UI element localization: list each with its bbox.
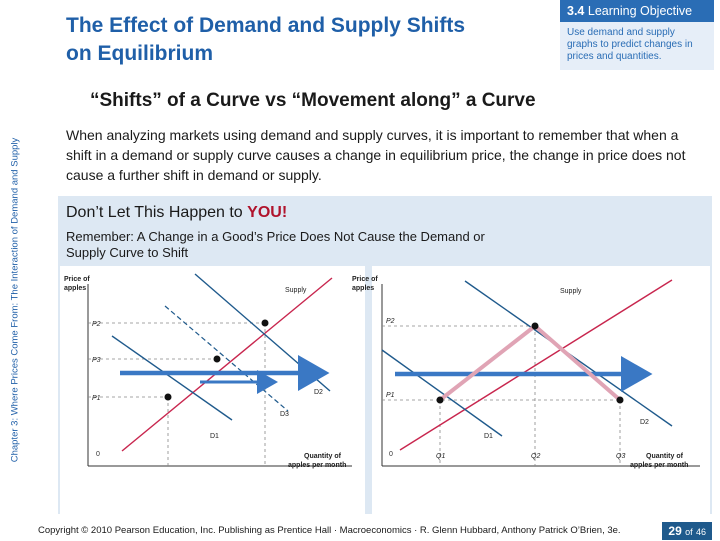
left-supply-curve (121, 277, 333, 452)
chapter-label: Chapter 3: Where Prices Come From: The I… (9, 137, 21, 463)
page-total: 46 (695, 527, 706, 537)
left-point-p1 (164, 393, 172, 401)
left-supply-label: Supply (285, 287, 307, 294)
objective-label: Learning Objective (587, 4, 693, 18)
right-q1-label: Q1 (436, 453, 445, 460)
right-graph-background (372, 266, 710, 514)
remember-text: Remember: A Change in a Good’s Price Doe… (66, 229, 485, 260)
left-p1-label: P1 (92, 395, 101, 402)
page-number-badge: 29 of 46 (662, 522, 712, 540)
left-xlabel-1: Quantity of (304, 453, 342, 460)
objective-number: 3.4 (567, 4, 585, 18)
chapter-sidebar: Chapter 3: Where Prices Come From: The I… (0, 0, 30, 540)
objective-header: 3.4 Learning Objective (560, 0, 714, 22)
right-graph: Price of apples Quantity of apples per m… (352, 266, 710, 514)
right-point-p1-q1 (436, 396, 444, 404)
left-demand-d3 (164, 305, 289, 412)
left-d1-label: D1 (210, 433, 219, 440)
left-ylabel-1: Price of (64, 276, 90, 283)
objective-text: Use demand and supply graphs to predict … (567, 27, 693, 62)
left-demand-d1 (111, 335, 233, 421)
right-ylabel-1: Price of (352, 276, 378, 283)
right-p2-label: P2 (386, 318, 395, 325)
right-q2-label: Q2 (531, 453, 540, 460)
left-graph: Price of apples Quantity of apples per m… (60, 266, 365, 514)
right-p1-label: P1 (386, 392, 395, 399)
right-point-p2 (531, 322, 539, 330)
right-xlabel-2: apples per month (630, 462, 688, 469)
copyright-text: Copyright © 2010 Pearson Education, Inc.… (38, 525, 621, 536)
left-d2-label: D2 (314, 389, 323, 396)
body-paragraph: When analyzing markets using demand and … (66, 127, 686, 183)
left-xlabel-2: apples per month (288, 462, 346, 469)
right-xlabel-1: Quantity of (646, 453, 684, 460)
right-origin: 0 (389, 451, 393, 458)
left-d3-label: D3 (280, 411, 289, 418)
right-supply-curve (399, 279, 673, 451)
slide-footer: Copyright © 2010 Pearson Education, Inc.… (0, 522, 720, 540)
dont-heading: Don’t Let This Happen to YOU! (66, 204, 287, 222)
section-heading: “Shifts” of a Curve vs “Movement along” … (90, 90, 536, 111)
dont-prefix: Don’t Let This Happen to (66, 204, 248, 221)
right-point-p1-q3 (616, 396, 624, 404)
supply-demand-figure: Price of apples Quantity of apples per m… (60, 266, 710, 514)
left-point-p2 (261, 319, 269, 327)
right-supply-label: Supply (560, 288, 582, 295)
right-supply-highlight (438, 324, 537, 402)
page-current: 29 (668, 524, 682, 538)
slide-title: The Effect of Demand and Supply Shifts o… (66, 14, 466, 65)
right-movement-highlight (533, 324, 622, 402)
left-origin: 0 (96, 451, 100, 458)
right-d2-label: D2 (640, 419, 649, 426)
learning-objective-box: 3.4 Learning Objective Use demand and su… (560, 0, 714, 70)
page-of: of (685, 527, 693, 537)
left-ylabel-2: apples (64, 285, 86, 292)
left-p2-label: P2 (92, 321, 101, 328)
left-point-p3 (213, 355, 221, 363)
right-q3-label: Q3 (616, 453, 625, 460)
right-demand-d1 (381, 349, 503, 437)
left-p3-label: P3 (92, 357, 101, 364)
dont-you: YOU! (247, 204, 288, 221)
right-d1-label: D1 (484, 433, 493, 440)
right-ylabel-2: apples (352, 285, 374, 292)
